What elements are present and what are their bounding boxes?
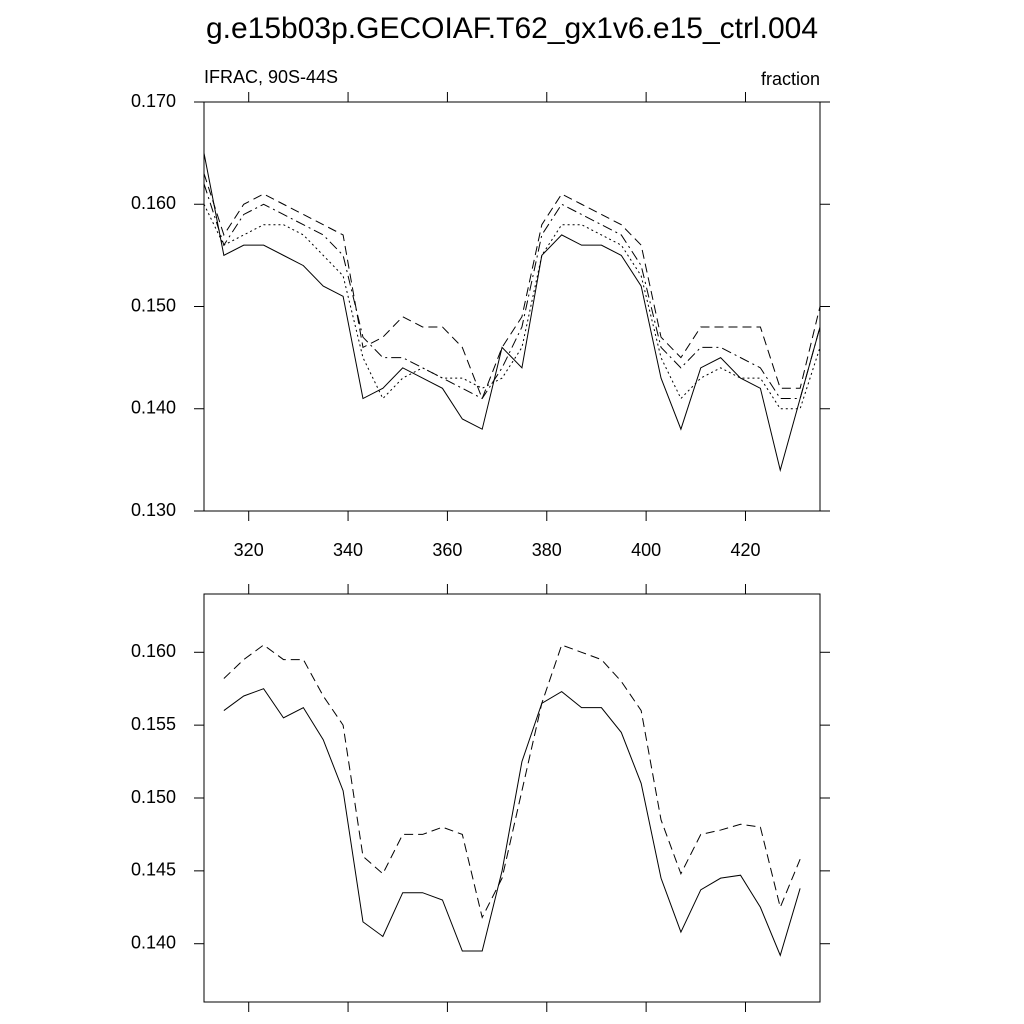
plot-frame (203, 593, 821, 1003)
data-line (203, 153, 821, 473)
y-tick-label: 0.150 (131, 295, 176, 315)
data-line (223, 644, 801, 919)
units-label: fraction (761, 69, 820, 89)
y-tick-label: 0.145 (131, 860, 176, 880)
y-tick-label: 0.160 (131, 641, 176, 661)
y-tick-label: 0.160 (131, 193, 176, 213)
y-tick-label: 0.150 (131, 787, 176, 807)
x-tick-label: 340 (333, 540, 363, 560)
chart-title: g.e15b03p.GECOIAF.T62_gx1v6.e15_ctrl.004 (206, 12, 818, 45)
x-tick-label: 380 (532, 540, 562, 560)
x-tick-label: 400 (631, 540, 661, 560)
y-tick-label: 0.155 (131, 714, 176, 734)
x-tick-label: 320 (234, 540, 264, 560)
data-line (203, 173, 821, 400)
y-tick-label: 0.130 (131, 500, 176, 520)
panel-label: IFRAC, 90S-44S (204, 67, 338, 87)
data-line (203, 183, 821, 400)
x-tick-label: 360 (432, 540, 462, 560)
data-line (223, 688, 801, 957)
y-tick-label: 0.140 (131, 932, 176, 952)
y-tick-label: 0.170 (131, 91, 176, 111)
x-tick-label: 420 (730, 540, 760, 560)
plot-frame (203, 101, 821, 512)
y-tick-label: 0.140 (131, 398, 176, 418)
data-line (203, 204, 821, 410)
